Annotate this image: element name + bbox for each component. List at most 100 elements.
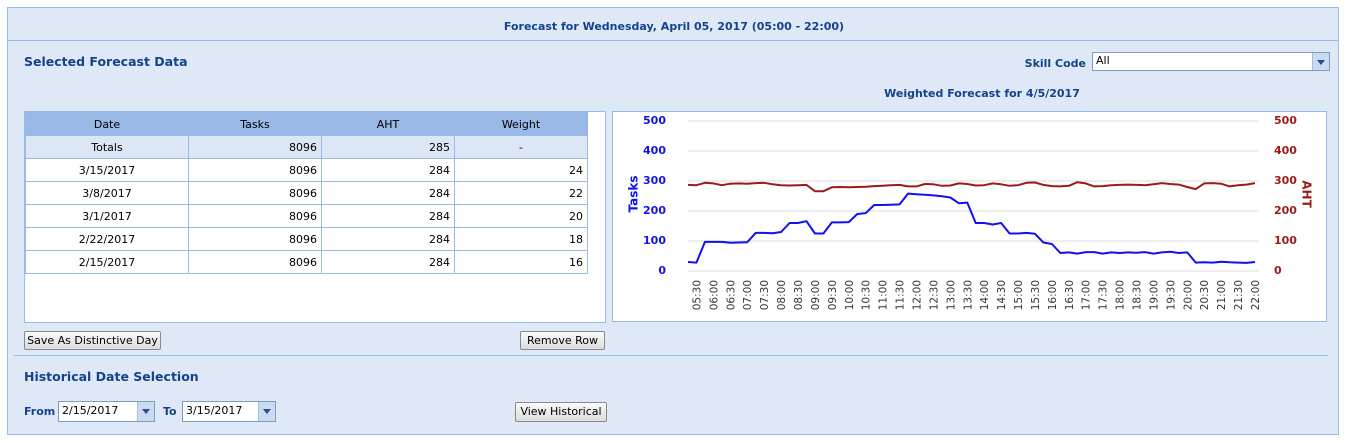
x-tick-label: 10:30 [861,280,873,310]
table-cell: 22 [454,181,588,205]
x-tick-label: 21:00 [1216,280,1228,310]
x-tick-label: 20:30 [1199,280,1211,310]
chart-title: Weighted Forecast for 4/5/2017 [884,87,1080,100]
to-label: To [163,405,177,418]
table-row: 3/15/2017 8096 284 24 [25,158,588,182]
chart: Weighted Forecast for 4/5/2017 0 100 200 30… [612,87,1327,322]
y2-tick-label: 300 [1274,174,1297,187]
y2-tick-label: 400 [1274,144,1297,157]
table-cell: 3/8/2017 [25,181,189,205]
section-title: Selected Forecast Data [24,54,188,69]
y-tick-label: 100 [643,234,666,247]
dropdown-arrow[interactable] [258,402,275,421]
table-body: Totals 8096 285-3/15/2017 8096 284 24 3/8/2017… [25,135,588,274]
y-tick-label: 200 [643,204,666,217]
x-tick-label: 11:30 [895,280,907,310]
y2-tick-label: 500 [1274,114,1297,127]
table-cell: 8096 [188,204,322,228]
x-tick-label: 12:30 [928,280,940,310]
table-cell: 8096 [188,158,322,182]
x-tick-label: 05:30 [691,280,703,310]
section-title: Historical Date Selection [24,369,199,384]
table-cell: 8096 [188,181,322,205]
y-tick-label: 400 [643,144,666,157]
table-cell: 284 [321,181,455,205]
to-select[interactable]: 3/15/2017 [182,401,276,422]
column-header: AHT [321,112,455,136]
skill-value: All [1096,54,1110,67]
dropdown-arrow[interactable] [137,402,154,421]
to-value: 3/15/2017 [186,404,243,417]
table-cell: 284 [321,250,455,274]
table-cell: 284 [321,158,455,182]
x-tick-label: 22:00 [1250,280,1262,310]
x-tick-label: 11:00 [878,280,890,310]
column-header: Weight [454,112,588,136]
save-button[interactable]: Save As Distinctive Day [24,331,161,350]
column-header: Date [25,112,189,136]
x-tick-label: 19:30 [1165,280,1177,310]
x-tick-label: 08:30 [793,280,805,310]
y2-tick-label: 100 [1274,234,1297,247]
chart-box [612,111,1327,322]
x-tick-label: 12:00 [911,280,923,310]
x-tick-label: 15:00 [1013,280,1025,310]
x-tick-label: 07:00 [742,280,754,310]
x-tick-label: 09:00 [810,280,822,310]
x-tick-label: 19:00 [1148,280,1160,310]
table-cell: 8096 [188,250,322,274]
table-cell: 284 [321,227,455,251]
table-cell: - [454,135,588,159]
x-tick-label: 08:00 [776,280,788,310]
table-row: 3/1/2017 8096 284 20 [25,204,588,228]
divider [8,40,1338,41]
x-tick-label: 17:30 [1098,280,1110,310]
view-historical-button[interactable]: View Historical [515,402,607,422]
y-tick-label: 500 [643,114,666,127]
table-cell: 3/1/2017 [25,204,189,228]
table-cell: 285 [321,135,455,159]
table-row: 3/8/2017 8096 284 22 [25,181,588,205]
x-tick-label: 10:00 [844,280,856,310]
series-line [687,181,1256,193]
x-tick-label: 18:00 [1115,280,1127,310]
from-value: 2/15/2017 [62,404,119,417]
table-cell: 2/22/2017 [25,227,189,251]
x-tick-label: 18:30 [1132,280,1144,310]
x-tick-label: 16:00 [1047,280,1059,310]
remove-button[interactable]: Remove Row [520,331,605,350]
y-tick-label: 0 [658,264,666,277]
table-cell: 8096 [188,135,322,159]
table-row: 2/22/2017 8096 284 18 [25,227,588,251]
forecast-table-box: Date Tasks AHT Weight Totals 8096 285-3/15/201… [24,111,606,323]
x-tick-label: 07:30 [759,280,771,310]
x-tick-label: 09:30 [827,280,839,310]
y2-axis-label: AHT [1300,180,1314,208]
table-cell: 284 [321,204,455,228]
forecast-table: Date Tasks AHT Weight Totals 8096 285-3/15/201… [25,112,588,274]
y-tick-label: 300 [643,174,666,187]
table-cell: 24 [454,158,588,182]
x-tick-label: 21:30 [1233,280,1245,310]
x-tick-label: 15:30 [1030,280,1042,310]
x-tick-label: 13:00 [945,280,957,310]
table-cell: 20 [454,204,588,228]
x-tick-label: 06:00 [708,280,720,310]
series-line [687,192,1256,264]
table-header: Date Tasks AHT Weight [25,112,588,136]
table-cell: 16 [454,250,588,274]
table-cell: 8096 [188,227,322,251]
table-cell: 18 [454,227,588,251]
y2-tick-label: 0 [1274,264,1282,277]
skill-select[interactable]: All [1092,52,1330,71]
y2-tick-label: 200 [1274,204,1297,217]
from-select[interactable]: 2/15/2017 [58,401,155,422]
table-cell: 3/15/2017 [25,158,189,182]
x-tick-label: 14:30 [996,280,1008,310]
totals-row: Totals 8096 285- [25,135,588,159]
table-cell: 2/15/2017 [25,250,189,274]
x-tick-label: 20:00 [1182,280,1194,310]
dropdown-arrow[interactable] [1312,53,1329,70]
header-title: Forecast for Wednesday, April 05, 2017 (… [503,20,845,33]
